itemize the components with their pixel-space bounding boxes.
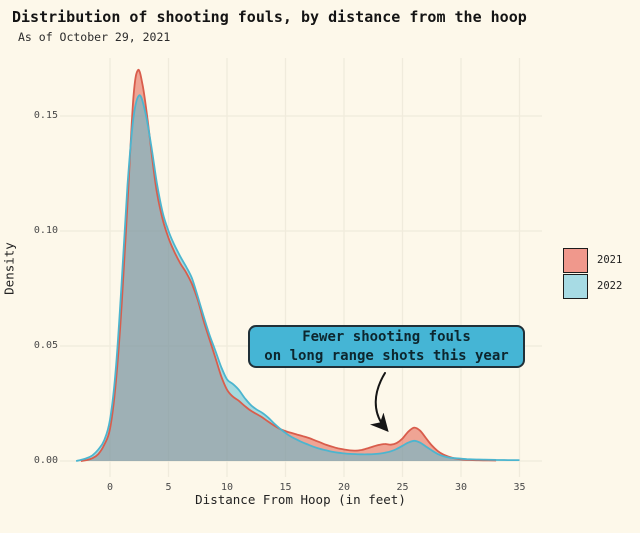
legend-item-2022: 2022 <box>563 273 622 299</box>
annotation-line-2: on long range shots this year <box>264 347 509 364</box>
x-tick-label: 5 <box>165 482 172 493</box>
chart-title: Distribution of shooting fouls, by dista… <box>12 8 527 26</box>
x-tick-label: 10 <box>220 482 234 493</box>
density-line-2022 <box>75 94 520 462</box>
legend-label: 2021 <box>597 254 623 266</box>
annotation-line-1: Fewer shooting fouls <box>302 328 471 345</box>
legend-label: 2022 <box>597 280 623 292</box>
y-tick-label: 0.10 <box>33 225 58 236</box>
y-tick-label: 0.15 <box>33 110 58 121</box>
x-tick-label: 15 <box>279 482 292 493</box>
x-axis-title: Distance From Hoop (in feet) <box>195 492 406 507</box>
x-tick-label: 30 <box>454 482 468 493</box>
chart-subtitle: As of October 29, 2021 <box>18 30 171 44</box>
annotation-box: Fewer shooting fouls on long range shots… <box>248 325 525 368</box>
y-tick-label: 0.00 <box>33 455 58 466</box>
legend: 2021 2022 <box>563 247 622 299</box>
legend-item-2021: 2021 <box>563 247 622 273</box>
x-tick-label: 20 <box>337 482 351 493</box>
annotation-arrow <box>369 372 389 433</box>
x-tick-label: 25 <box>396 482 409 493</box>
density-area-2022 <box>76 95 520 462</box>
legend-swatch-2021 <box>563 247 588 273</box>
y-axis-title: Density <box>1 242 17 295</box>
x-tick-label: 35 <box>513 482 526 493</box>
x-tick-label: 0 <box>106 482 114 493</box>
legend-swatch-2022 <box>563 273 588 299</box>
y-tick-label: 0.05 <box>33 340 58 351</box>
